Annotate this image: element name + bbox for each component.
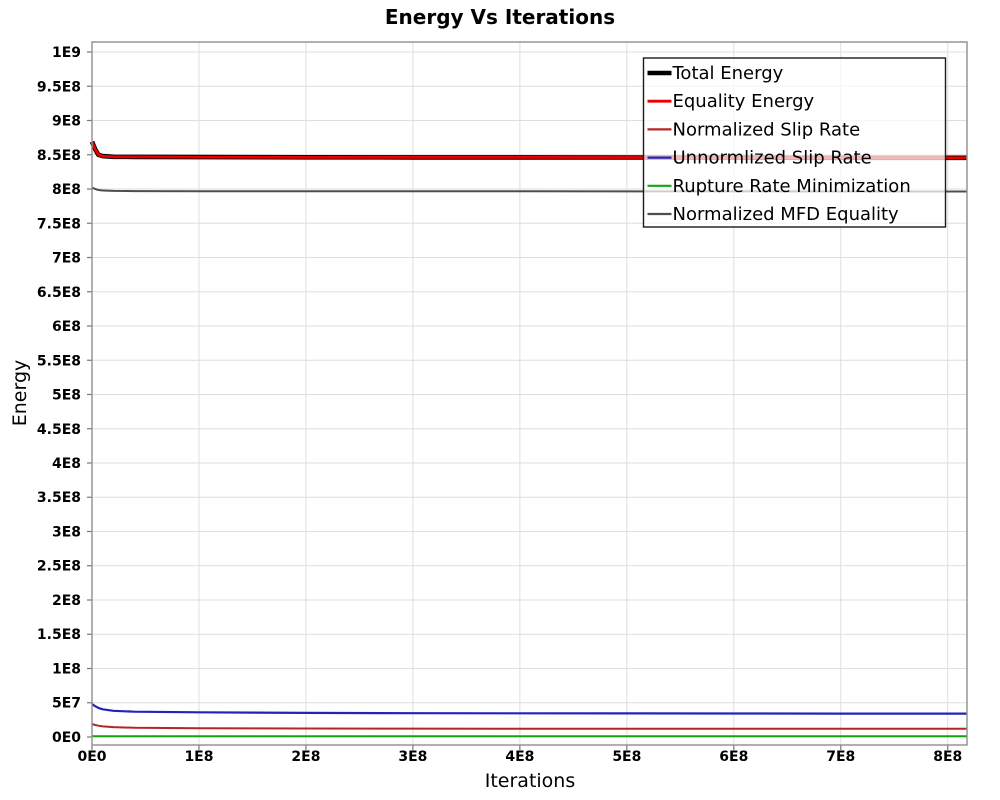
x-axis-title: Iterations	[484, 770, 576, 792]
y-tick-label: 9E8	[52, 114, 81, 130]
y-tick-label: 4E8	[52, 456, 81, 472]
y-tick-label: 1.5E8	[37, 627, 81, 643]
x-tick-label: 0E0	[77, 749, 106, 765]
x-tick-label: 1E8	[184, 749, 213, 765]
legend-item-label: Total Energy	[672, 63, 784, 84]
series-line-unnormlized-slip-rate	[91, 703, 967, 715]
y-tick-label: 4.5E8	[37, 422, 81, 438]
legend-item-label: Normalized Slip Rate	[673, 119, 861, 140]
legend-item-label: Rupture Rate Minimization	[673, 176, 911, 197]
legend-item-label: Normalized MFD Equality	[673, 204, 900, 225]
y-tick-label: 3E8	[52, 524, 81, 540]
x-tick-label: 7E8	[826, 749, 855, 765]
y-tick-label: 5.5E8	[37, 353, 81, 369]
x-tick-label: 6E8	[719, 749, 748, 765]
y-tick-label: 2.5E8	[37, 559, 81, 575]
plot-border	[91, 41, 968, 746]
y-tick-label: 8.5E8	[37, 148, 81, 164]
y-tick-label: 1E8	[52, 661, 81, 677]
x-tick-label: 2E8	[291, 749, 320, 765]
series-line-normalized-slip-rate	[91, 723, 967, 730]
x-tick-label: 4E8	[505, 749, 534, 765]
y-tick-label: 5E8	[52, 388, 81, 404]
x-tick-label: 8E8	[933, 749, 962, 765]
x-tick-label: 3E8	[398, 749, 427, 765]
chart-title: Energy Vs Iterations	[384, 5, 616, 29]
y-tick-label: 7.5E8	[37, 216, 81, 232]
x-tick-label: 5E8	[612, 749, 641, 765]
y-tick-label: 6E8	[52, 319, 81, 335]
y-tick-label: 2E8	[52, 593, 81, 609]
legend-box	[642, 57, 947, 228]
y-tick-label: 8E8	[52, 182, 81, 198]
y-tick-label: 7E8	[52, 251, 81, 267]
y-tick-label: 1E9	[52, 45, 81, 61]
y-axis-title: Energy	[9, 359, 31, 427]
y-tick-label: 3.5E8	[37, 490, 81, 506]
y-tick-label: 5E7	[52, 696, 81, 712]
y-tick-label: 6.5E8	[37, 285, 81, 301]
y-tick-label: 9.5E8	[37, 79, 81, 95]
y-tick-label: 0E0	[52, 730, 81, 746]
legend-item-label: Equality Energy	[673, 91, 815, 112]
legend-item-label: Unnormlized Slip Rate	[673, 148, 872, 169]
